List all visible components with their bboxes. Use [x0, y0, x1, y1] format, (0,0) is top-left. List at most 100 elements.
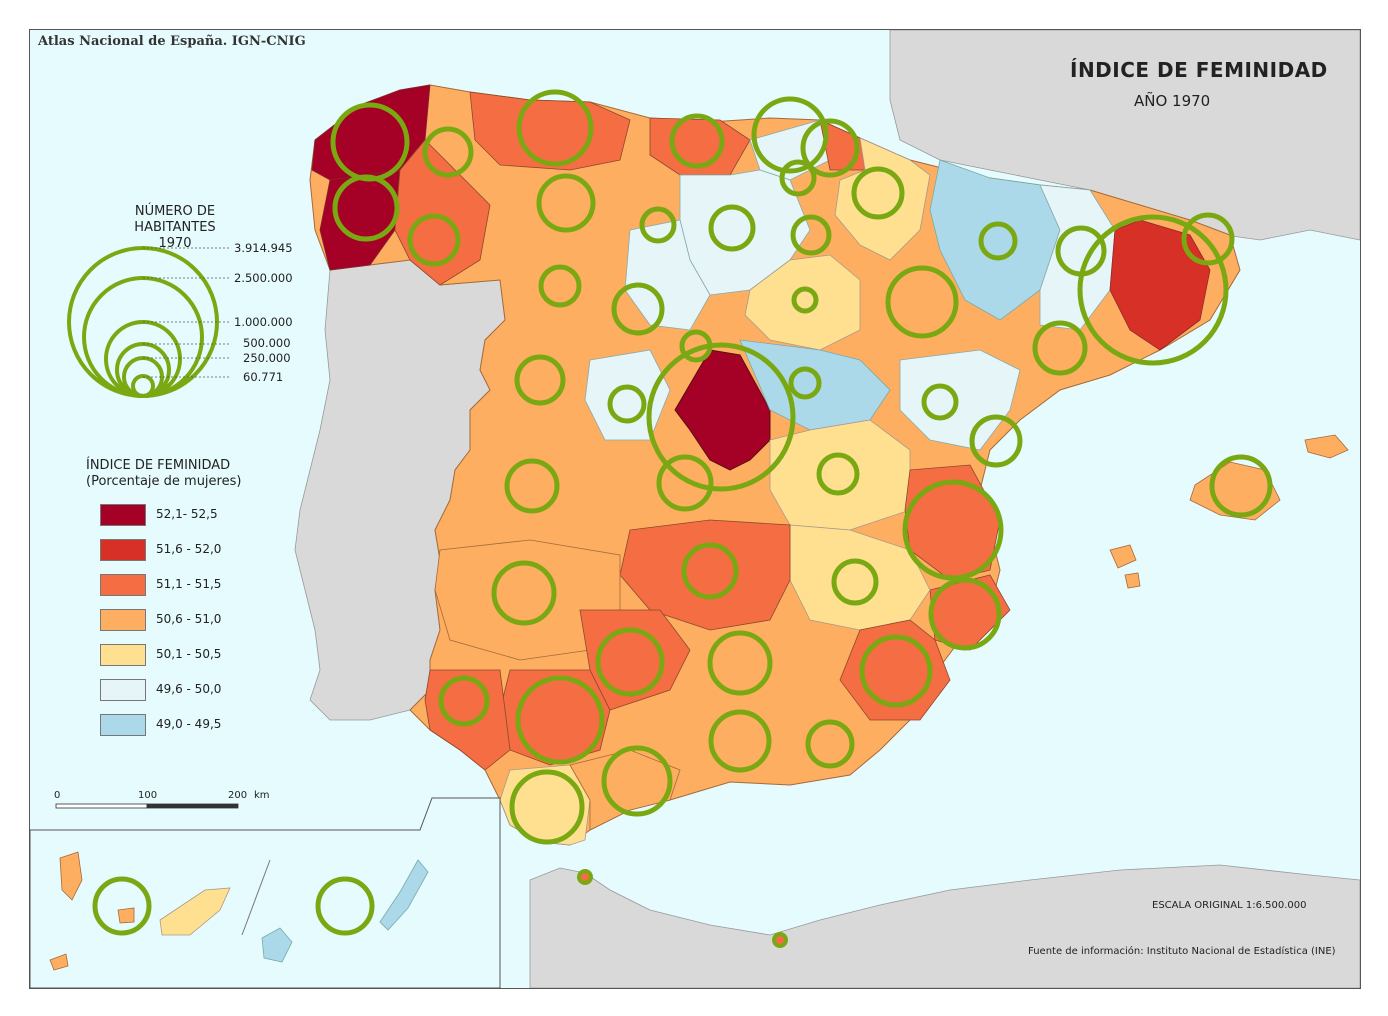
- legend-class-row: 50,1 - 50,5: [100, 644, 300, 668]
- pop-circle-almeria: [805, 719, 855, 769]
- pop-circle-toledo: [656, 454, 714, 512]
- pop-circle-cantabria: [669, 113, 725, 169]
- island-menorca: [1304, 434, 1349, 459]
- pop-circle-navarra: [851, 166, 905, 220]
- pop-circle-alicante: [928, 577, 1002, 651]
- pop-circle-cordoba: [595, 627, 665, 697]
- pop-circle-girona: [1181, 212, 1235, 266]
- legend-class-label: 50,6 - 51,0: [156, 612, 222, 626]
- pop-legend-value-5: 250.000: [243, 351, 291, 365]
- pop-circle-leon: [536, 173, 596, 233]
- province-madrid: [674, 349, 771, 471]
- pop-circle-palencia: [639, 206, 677, 244]
- legend-class-row: 49,0 - 49,5: [100, 714, 300, 738]
- legend-class-swatch: [100, 644, 146, 666]
- legend-class-label: 49,6 - 50,0: [156, 682, 222, 696]
- pop-circle-huesca: [978, 221, 1018, 261]
- map-title: ÍNDICE DE FEMINIDAD: [1070, 58, 1328, 82]
- pop-circle-murcia: [859, 634, 933, 708]
- pop-legend-value-4: 500.000: [243, 336, 291, 350]
- pop-circle-vizcaya: [751, 96, 829, 174]
- island-gran-canaria: [261, 927, 293, 963]
- pop-circle-zaragoza: [885, 265, 959, 339]
- island-ibiza: [1109, 544, 1141, 589]
- province-barcelona: [1109, 219, 1211, 351]
- legend-class-row: 52,1- 52,5: [100, 504, 300, 528]
- legend-class-row: 51,1 - 51,5: [100, 574, 300, 598]
- pop-circle-sevilla: [515, 675, 605, 765]
- legend-circle-60771: [131, 374, 155, 398]
- pop-circle-teruel: [921, 383, 959, 421]
- province-valladolid: [624, 219, 711, 331]
- scale-label-0: 0: [54, 790, 61, 801]
- pop-legend-value-6: 60.771: [243, 370, 284, 384]
- province-teruel: [899, 349, 1021, 451]
- province-malaga: [569, 749, 681, 831]
- pop-circle-granada: [708, 709, 772, 773]
- pop-circle-santa-cruz-tenerife: [92, 876, 152, 936]
- map-scale-text: ESCALA ORIGINAL 1:6.500.000: [1152, 900, 1307, 911]
- pop-circle-jaen: [707, 630, 773, 696]
- population-circles: [92, 89, 1273, 936]
- pop-circle-rioja: [790, 214, 832, 256]
- scale-label-100: 100: [138, 790, 158, 801]
- legend-class-swatch: [100, 714, 146, 736]
- province-asturias: [469, 91, 631, 171]
- pop-circle-albacete: [831, 558, 879, 606]
- pop-circle-pontevedra: [332, 174, 400, 242]
- ceuta-marker: [577, 869, 593, 885]
- pop-circle-caceres: [504, 458, 560, 514]
- island-la-palma: [59, 851, 83, 901]
- legend-class-label: 51,1 - 51,5: [156, 577, 222, 591]
- pop-circle-burgos: [708, 204, 756, 252]
- map-canvas: [30, 30, 1360, 988]
- legend-class-swatch: [100, 504, 146, 526]
- pop-circle-salamanca: [514, 354, 566, 406]
- pop-circle-cadiz: [509, 769, 585, 845]
- pop-circle-mallorca: [1209, 454, 1273, 518]
- pop-circle-ciudad-real: [681, 542, 739, 600]
- pop-circle-zamora: [538, 264, 582, 308]
- pop-circle-malaga: [601, 745, 673, 817]
- province-soria: [744, 254, 861, 351]
- africa-land: [529, 864, 1360, 988]
- pop-circle-guadalajara: [788, 366, 822, 400]
- legend-class-row: 50,6 - 51,0: [100, 609, 300, 633]
- pop-circle-avila: [607, 384, 647, 424]
- map-subtitle: AÑO 1970: [1134, 92, 1211, 110]
- pop-legend-value-2: 2.500.000: [234, 271, 293, 285]
- melilla-marker: [772, 932, 788, 948]
- scale-bar: [55, 803, 239, 809]
- pop-circle-huelva: [438, 675, 490, 727]
- pop-circle-valladolid: [611, 282, 665, 336]
- pop-legend-value-1: 3.914.945: [234, 241, 293, 255]
- legend-class-row: 51,6 - 52,0: [100, 539, 300, 563]
- legend-class-swatch: [100, 609, 146, 631]
- pop-circle-cuenca: [816, 452, 860, 496]
- pop-circle-tarragona: [1032, 320, 1088, 376]
- legend-class-swatch: [100, 574, 146, 596]
- legend-class-row: 49,6 - 50,0: [100, 679, 300, 703]
- population-legend-title: NÚMERO DE HABITANTES 1970: [134, 204, 216, 251]
- canarias-divider: [241, 859, 271, 936]
- pop-circle-castellon: [969, 414, 1023, 468]
- canarias-inset-frame: [30, 797, 501, 988]
- province-ciudad-real: [619, 519, 791, 631]
- legend-class-label: 49,0 - 49,5: [156, 717, 222, 731]
- pop-circle-alava: [779, 159, 817, 197]
- province-guadalajara: [739, 339, 891, 431]
- legend-class-label: 50,1 - 50,5: [156, 647, 222, 661]
- island-tenerife: [159, 887, 231, 936]
- pop-circle-las-palmas: [315, 876, 375, 936]
- legend-class-label: 51,6 - 52,0: [156, 542, 222, 556]
- map-frame: Atlas Nacional de España. IGN-CNIG ÍNDIC…: [29, 29, 1361, 989]
- pop-circle-barcelona: [1077, 214, 1229, 366]
- legend-circle-2500000: [82, 276, 204, 398]
- island-fuerteventura: [379, 859, 429, 931]
- pop-circle-guipuzcoa: [800, 118, 860, 178]
- pop-circle-asturias: [516, 89, 594, 167]
- province-navarra: [834, 137, 931, 261]
- data-source-text: Fuente de información: Instituto Naciona…: [1028, 946, 1336, 957]
- pop-circle-ourense: [407, 213, 461, 267]
- pop-circle-valencia: [902, 479, 1004, 581]
